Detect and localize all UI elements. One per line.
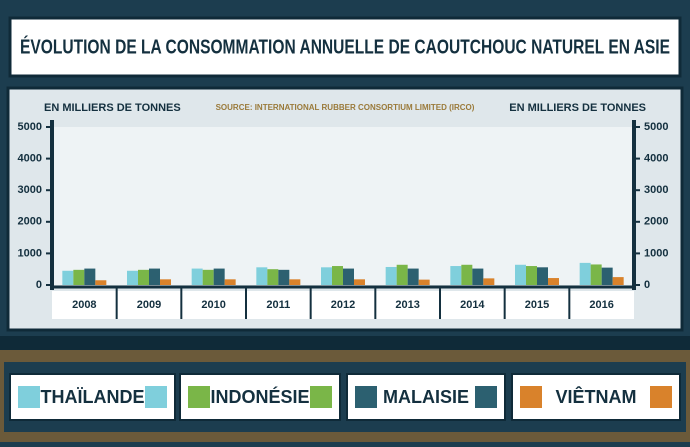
bar [202, 269, 214, 285]
bar [127, 270, 138, 285]
x-tick-label: 2014 [460, 299, 485, 311]
bar [289, 279, 301, 285]
bar [224, 279, 236, 285]
x-tick-label: 2010 [201, 299, 225, 311]
bar [579, 262, 591, 285]
bar [450, 266, 462, 285]
bar [483, 278, 495, 285]
y2-tick-label: 3000 [644, 184, 668, 196]
bar [407, 268, 419, 285]
bar [354, 279, 365, 285]
legend-swatch [188, 386, 210, 408]
bar [396, 264, 408, 285]
bar [590, 264, 602, 285]
y2-tick-label: 2000 [644, 216, 668, 228]
bar [191, 268, 203, 285]
y-tick-label: 1000 [18, 247, 42, 259]
x-tick-label: 2013 [395, 299, 419, 311]
y-axis-label: EN MILLIERS DE TONNES [44, 102, 181, 114]
legend-swatch [310, 386, 332, 408]
x-tick-label: 2012 [331, 299, 355, 311]
bar [612, 277, 624, 285]
legend-swatch [355, 386, 377, 408]
legend-swatch [520, 386, 542, 408]
bar [213, 268, 225, 285]
bar [62, 270, 74, 285]
x-tick-label: 2015 [525, 299, 549, 311]
category-strip [52, 291, 634, 319]
x-tick-label: 2008 [72, 299, 96, 311]
bar [472, 268, 484, 285]
bar [526, 266, 537, 285]
bar [149, 268, 160, 285]
legend-swatch [650, 386, 672, 408]
y2-axis-label: EN MILLIERS DE TONNES [509, 102, 646, 114]
bar [418, 279, 430, 285]
y-tick-label: 3000 [18, 184, 42, 196]
chart-title: ÉVOLUTION DE LA CONSOMMATION ANNUELLE DE… [20, 35, 670, 58]
legend-swatch [475, 386, 497, 408]
legend-label: VIÊTNAM [556, 386, 637, 407]
bar [343, 268, 354, 285]
source: SOURCE: INTERNATIONAL RUBBER CONSORTIUM … [216, 103, 475, 112]
divider [0, 336, 690, 350]
y-tick-label: 2000 [18, 216, 42, 228]
title-box [8, 16, 682, 78]
x-tick-label: 2009 [137, 299, 161, 311]
bar [73, 269, 85, 285]
bar [267, 269, 279, 285]
y2-tick-label: 1000 [644, 247, 668, 259]
legend-label: THAÏLANDE [41, 387, 145, 407]
y-tick-label: 4000 [18, 153, 42, 165]
bar [138, 269, 149, 285]
bar [461, 264, 473, 285]
plot-area [52, 127, 634, 285]
bar [256, 267, 268, 285]
legend-label: INDONÉSIE [210, 386, 309, 407]
legend-swatch [145, 386, 167, 408]
bar [515, 264, 526, 285]
bar [385, 266, 397, 285]
x-tick-label: 2011 [266, 299, 290, 311]
y2-tick-label: 4000 [644, 153, 668, 165]
y2-tick-label: 0 [644, 279, 650, 291]
bar [537, 267, 548, 285]
bar [601, 267, 613, 285]
bar [95, 280, 107, 285]
y2-tick-label: 5000 [644, 121, 668, 133]
bar [548, 278, 559, 285]
bar [332, 266, 343, 285]
x-tick-label: 2016 [589, 299, 613, 311]
y-tick-label: 5000 [18, 121, 42, 133]
bar [84, 268, 96, 285]
bar [278, 269, 290, 285]
y-tick-label: 0 [36, 279, 42, 291]
legend-label: MALAISIE [383, 387, 469, 407]
bar [321, 267, 332, 285]
legend-swatch [18, 386, 40, 408]
bar [160, 279, 171, 285]
